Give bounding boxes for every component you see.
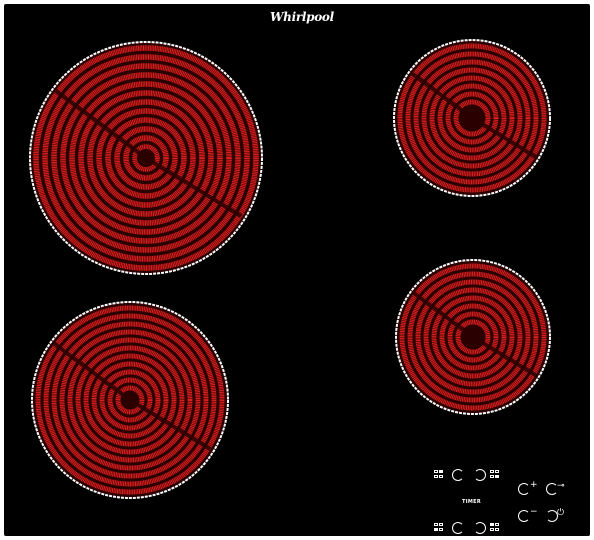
plus-button[interactable]: [518, 483, 530, 495]
power-icon: ⏻: [557, 508, 565, 518]
cooking-zone-front-right: [395, 259, 551, 415]
slider-ring-icon[interactable]: [474, 522, 486, 534]
timer-label: TIMER: [462, 499, 482, 505]
slider-ring-icon[interactable]: [452, 469, 464, 481]
zone-select-grid-icon[interactable]: [434, 523, 446, 533]
cooking-zone-rear-right: [393, 39, 551, 197]
lock-icon: ⊸: [557, 481, 565, 491]
minus-icon: −: [530, 507, 538, 517]
zone-select-grid-icon[interactable]: [490, 523, 502, 533]
cooking-zone-front-left: [31, 301, 229, 499]
minus-button[interactable]: [518, 510, 530, 522]
slider-ring-icon[interactable]: [452, 522, 464, 534]
zone-select-grid-icon[interactable]: [434, 470, 446, 480]
slider-ring-icon[interactable]: [474, 469, 486, 481]
brand-name: Whirlpool: [270, 10, 334, 24]
cooking-zone-rear-left: [29, 41, 263, 275]
zone-select-grid-icon[interactable]: [490, 470, 502, 480]
plus-icon: +: [530, 480, 538, 490]
power-button[interactable]: [546, 510, 558, 522]
brand-logo: Whirlpool: [270, 10, 334, 24]
key-lock-button[interactable]: [546, 483, 558, 495]
